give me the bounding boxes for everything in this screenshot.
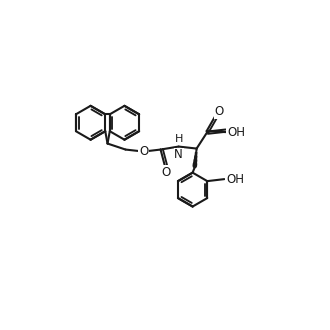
Text: H: H bbox=[175, 134, 183, 144]
Text: OH: OH bbox=[226, 173, 244, 185]
Text: O: O bbox=[214, 105, 223, 118]
Text: O: O bbox=[161, 166, 170, 179]
Text: N: N bbox=[174, 148, 183, 161]
Text: O: O bbox=[139, 145, 148, 158]
Text: OH: OH bbox=[227, 126, 245, 139]
